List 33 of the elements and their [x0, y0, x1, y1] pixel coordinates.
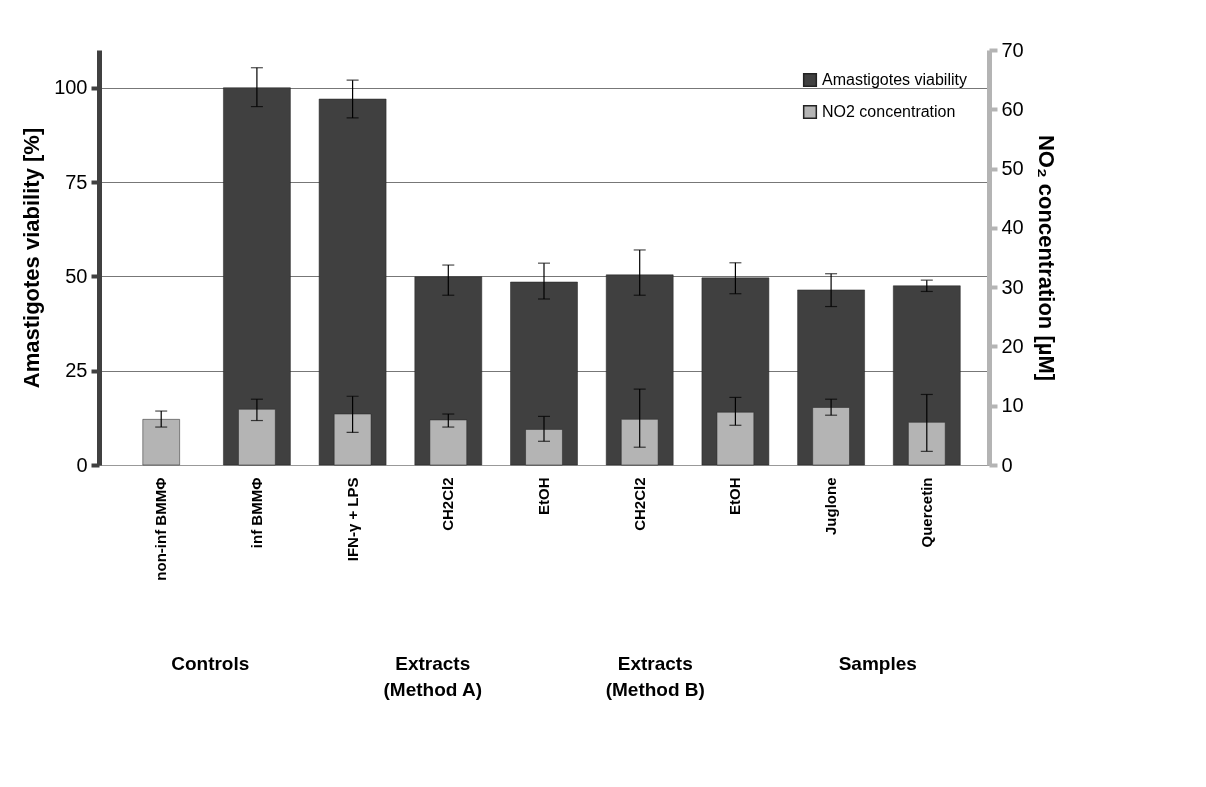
x-tick-label: Juglone	[822, 477, 840, 536]
y2-tick-label: 60	[1001, 97, 1024, 120]
y2-axis-title: NO₂ concentration [µM]	[1033, 134, 1059, 382]
y2-tick-label: 10	[1001, 394, 1024, 417]
text: Extracts (Method B)	[605, 653, 705, 700]
bar	[142, 419, 180, 466]
x-tick-label: non-inf BMMΦ	[152, 477, 170, 581]
bar	[223, 87, 291, 466]
y-tick-label: 25	[65, 359, 88, 382]
x-tick-label: CH2Cl2	[630, 477, 648, 531]
text: Controls	[171, 653, 250, 674]
y-axis-title: Amastigotes viability [%]	[19, 127, 45, 389]
y2-tick-label: 20	[1001, 334, 1024, 357]
y2-tick-label: 50	[1001, 157, 1024, 180]
y-tick-label: 75	[65, 170, 88, 193]
y-tick-label: 50	[65, 264, 88, 287]
text: Extracts (Method A)	[383, 653, 482, 700]
y2-tick-label: 40	[1001, 216, 1024, 239]
x-tick-label: Quercetin	[917, 477, 935, 548]
x-tick-label: EtOH	[535, 477, 552, 515]
legend-label: Amastigotes viability	[822, 71, 967, 88]
y2-tick-label: 30	[1001, 275, 1024, 298]
text: Samples	[838, 653, 917, 674]
y2-tick-label: 70	[1001, 38, 1024, 61]
x-tick-label: IFN-γ + LPS	[343, 477, 361, 562]
legend-label: NO2 concentration	[822, 103, 956, 120]
x-tick-label: CH2Cl2	[439, 477, 457, 531]
x-tick-label: inf BMMΦ	[247, 477, 265, 549]
bar	[318, 98, 387, 466]
y-tick-label: 0	[76, 453, 88, 476]
y-tick-label: 100	[54, 76, 88, 99]
x-tick-label: EtOH	[726, 477, 744, 515]
y2-tick-label: 0	[1001, 453, 1013, 476]
